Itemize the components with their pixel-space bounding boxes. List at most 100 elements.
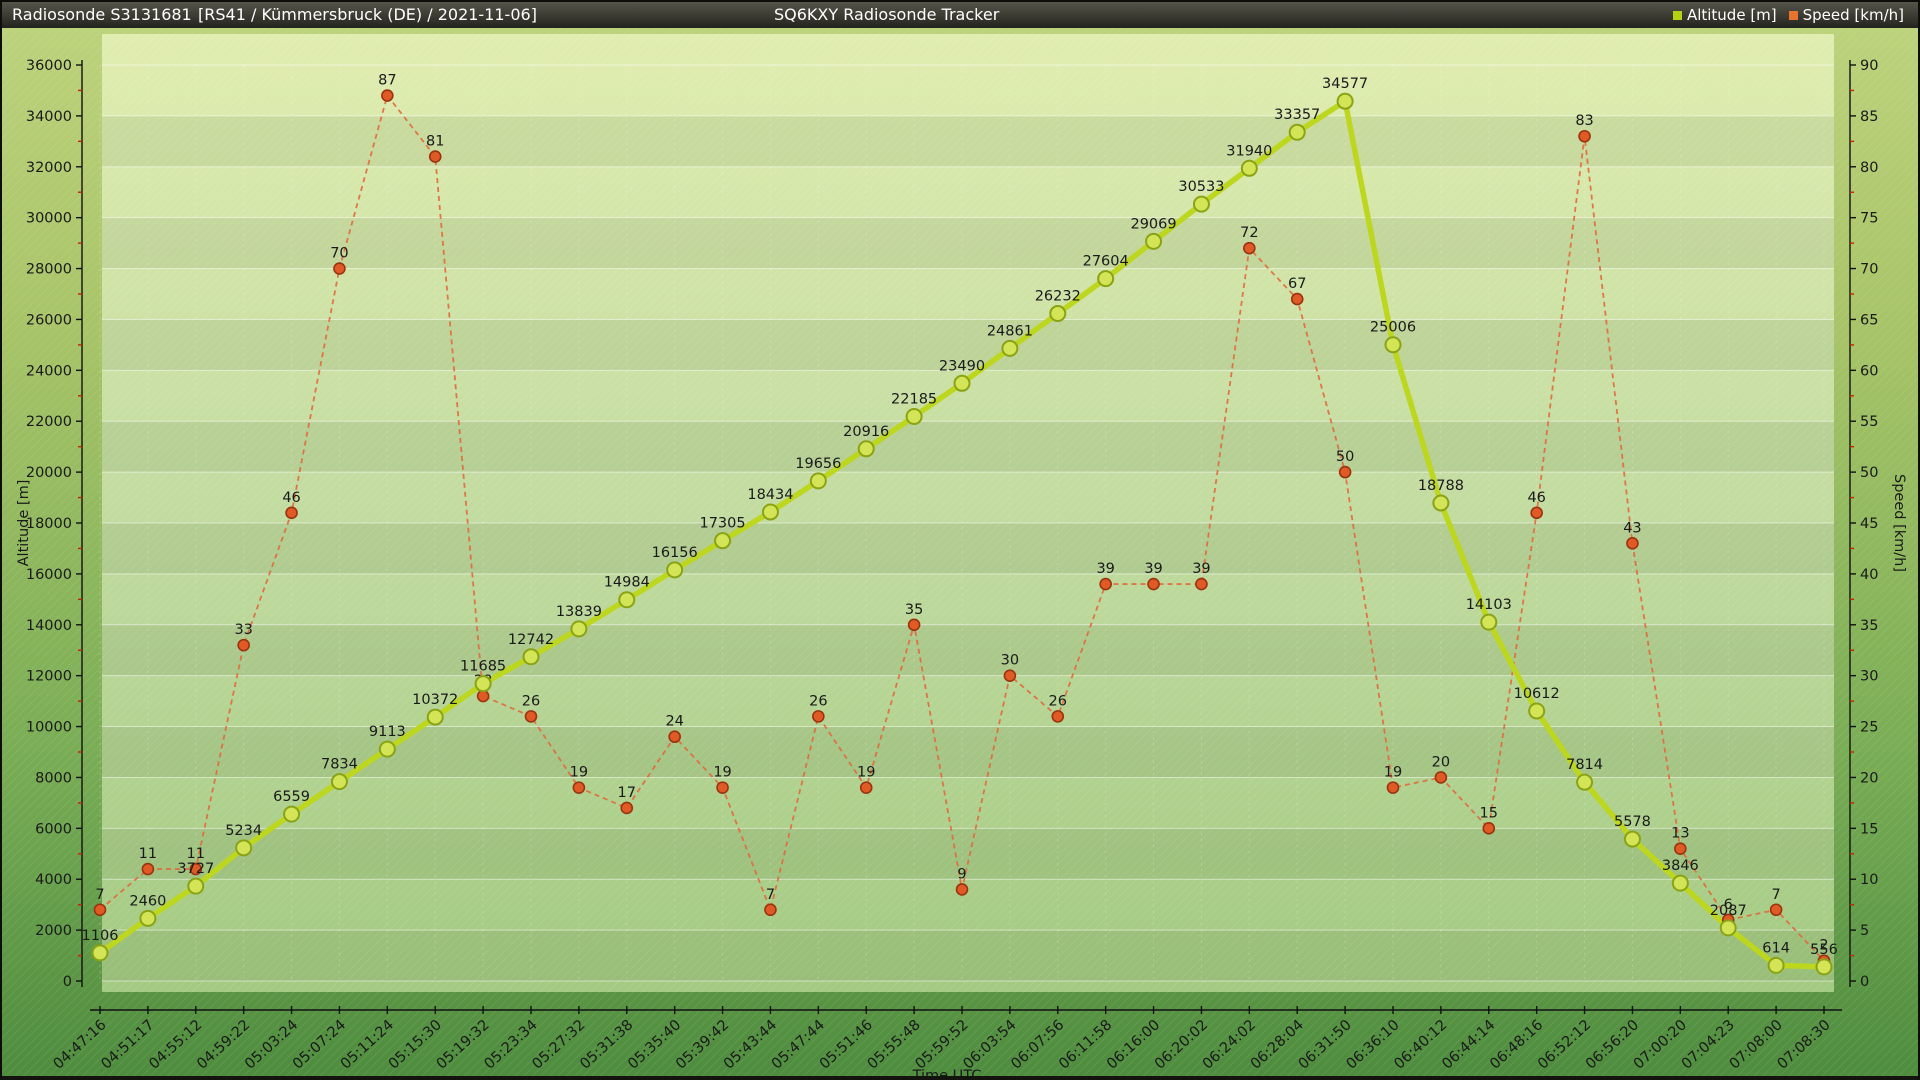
y-right-tick-label: 75 bbox=[1860, 211, 1878, 227]
altitude-point bbox=[1767, 956, 1785, 974]
altitude-point bbox=[522, 648, 540, 666]
altitude-point bbox=[378, 740, 396, 758]
y-left-tick-label: 0 bbox=[63, 974, 72, 990]
y-left-tick-label: 34000 bbox=[26, 109, 72, 125]
speed-point-label: 46 bbox=[282, 490, 300, 506]
speed-point-label: 19 bbox=[713, 765, 731, 781]
y-axis-right-title: Speed [km/h] bbox=[1891, 474, 1907, 572]
altitude-point-label: 30533 bbox=[1178, 179, 1224, 195]
altitude-point-label: 614 bbox=[1762, 940, 1790, 956]
speed-point bbox=[1338, 465, 1352, 479]
altitude-point-label: 23490 bbox=[939, 358, 985, 374]
altitude-point bbox=[761, 503, 779, 521]
y-right-tick-label: 65 bbox=[1860, 312, 1878, 328]
altitude-point-label: 16156 bbox=[652, 545, 698, 561]
altitude-point bbox=[618, 591, 636, 609]
speed-point-label: 26 bbox=[522, 693, 540, 709]
legend-item-speed[interactable]: Speed [km/h] bbox=[1788, 6, 1904, 24]
altitude-point bbox=[235, 839, 253, 857]
speed-point bbox=[1099, 577, 1112, 591]
speed-point bbox=[1482, 822, 1496, 835]
altitude-point-label: 1106 bbox=[82, 928, 119, 944]
speed-point-label: 19 bbox=[1384, 765, 1402, 781]
radiosonde-chart-svg[interactable]: 0 2000 4000 6000 8000 10000 12000 14000 16000 180… bbox=[2, 28, 1920, 1080]
y-right-tick-label: 85 bbox=[1860, 109, 1878, 125]
speed-point bbox=[859, 781, 873, 794]
altitude-point-label: 17305 bbox=[699, 516, 745, 532]
speed-point-label: 26 bbox=[809, 693, 827, 709]
y-right-tick-label: 0 bbox=[1860, 974, 1869, 990]
altitude-point bbox=[1719, 919, 1737, 937]
altitude-point-label: 7814 bbox=[1566, 757, 1603, 773]
chart-area[interactable]: 0 2000 4000 6000 8000 10000 12000 14000 16000 180… bbox=[2, 28, 1920, 1080]
y-right-tick-label: 15 bbox=[1860, 821, 1878, 837]
y-right-tick-label: 5 bbox=[1860, 923, 1869, 939]
x-axis-title: Time UTC bbox=[912, 1068, 982, 1080]
speed-point bbox=[1674, 842, 1687, 855]
y-left-tick-label: 2000 bbox=[35, 923, 72, 939]
speed-point bbox=[572, 781, 586, 794]
speed-point bbox=[141, 862, 155, 876]
y-right-tick-label: 40 bbox=[1860, 567, 1878, 583]
altitude-point bbox=[187, 877, 205, 895]
altitude-point bbox=[91, 944, 109, 962]
altitude-point bbox=[1240, 159, 1258, 177]
speed-point bbox=[907, 618, 921, 632]
speed-point-label: 35 bbox=[905, 602, 923, 618]
y-right-tick-label: 90 bbox=[1860, 58, 1878, 74]
altitude-point-label: 25006 bbox=[1370, 320, 1416, 336]
speed-point bbox=[764, 903, 777, 917]
speed-point bbox=[1386, 781, 1400, 794]
altitude-point bbox=[1671, 874, 1689, 892]
y-left-tick-label: 12000 bbox=[26, 669, 72, 685]
speed-point bbox=[1290, 292, 1304, 306]
altitude-point bbox=[1001, 339, 1019, 357]
speed-point-label: 19 bbox=[857, 765, 875, 781]
legend-item-altitude[interactable]: Altitude [m] bbox=[1672, 6, 1777, 24]
speed-point-label: 39 bbox=[1144, 561, 1162, 577]
speed-point bbox=[668, 730, 681, 744]
altitude-point bbox=[1384, 336, 1402, 354]
y-right-tick-label: 80 bbox=[1860, 160, 1878, 176]
y-left-tick-label: 14000 bbox=[26, 618, 72, 634]
altitude-point bbox=[474, 675, 492, 693]
altitude-point-label: 5578 bbox=[1614, 814, 1651, 830]
altitude-point-label: 29069 bbox=[1130, 216, 1176, 232]
y-left-tick-label: 28000 bbox=[26, 262, 72, 278]
altitude-point bbox=[1049, 305, 1067, 323]
altitude-point-label: 3727 bbox=[177, 861, 214, 877]
speed-point-label: 26 bbox=[1049, 693, 1067, 709]
y-left-tick-label: 16000 bbox=[26, 567, 72, 583]
speed-point-label: 30 bbox=[1001, 653, 1019, 669]
speed-point bbox=[716, 781, 729, 794]
y-right-tick-label: 55 bbox=[1860, 414, 1878, 430]
speed-point-label: 2 bbox=[1819, 938, 1828, 954]
speed-point-label: 67 bbox=[1288, 276, 1306, 292]
speed-point-label: 70 bbox=[330, 246, 348, 262]
y-right-tick-label: 70 bbox=[1860, 262, 1878, 278]
speed-point bbox=[285, 506, 298, 520]
altitude-point-label: 14984 bbox=[604, 575, 650, 591]
speed-point bbox=[1769, 903, 1783, 917]
speed-point bbox=[93, 903, 107, 917]
speed-point bbox=[237, 638, 250, 652]
y-left-tick-label: 20000 bbox=[26, 465, 72, 481]
altitude-point bbox=[330, 773, 348, 791]
altitude-point bbox=[1528, 702, 1546, 720]
speed-point-label: 9 bbox=[957, 866, 966, 882]
speed-point bbox=[428, 150, 442, 163]
speed-point bbox=[1434, 771, 1448, 784]
altitude-point-label: 10612 bbox=[1514, 686, 1560, 702]
altitude-point-label: 556 bbox=[1810, 942, 1838, 958]
altitude-point-label: 13839 bbox=[556, 604, 602, 620]
speed-point-label: 39 bbox=[1192, 561, 1210, 577]
speed-point-label: 11 bbox=[187, 846, 205, 862]
speed-point-label: 6 bbox=[1724, 897, 1733, 913]
app-title: SQ6KXY Radiosonde Tracker bbox=[774, 5, 1000, 24]
speed-point bbox=[524, 710, 538, 723]
altitude-point bbox=[426, 708, 444, 726]
y-right-tick-label: 50 bbox=[1860, 465, 1878, 481]
altitude-point-label: 24861 bbox=[987, 323, 1033, 339]
speed-point-label: 20 bbox=[1432, 754, 1450, 770]
